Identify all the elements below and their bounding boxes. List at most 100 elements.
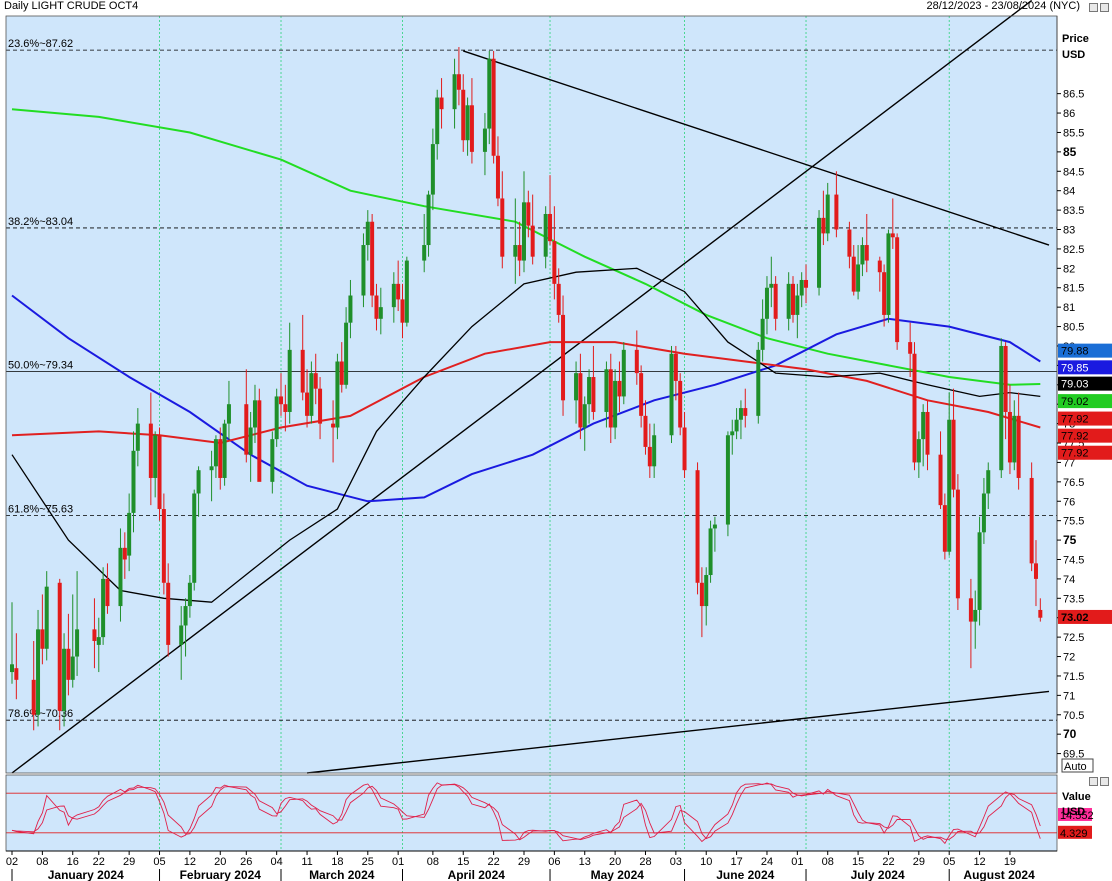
candle-body <box>552 241 557 284</box>
moving-average-line <box>11 341 1041 445</box>
price-tick-label: 75.5 <box>1063 516 1084 528</box>
date-tick-label: 08 <box>427 856 439 868</box>
price-badge <box>1058 376 1112 391</box>
candle-body <box>708 528 713 576</box>
price-tick-label: 83.5 <box>1063 205 1084 217</box>
candle-body <box>1033 563 1038 579</box>
date-tick-label: 26 <box>240 856 252 868</box>
candle-body <box>313 373 318 389</box>
date-tick-label: 12 <box>184 856 196 868</box>
candle-body <box>31 679 36 715</box>
candle-body <box>66 648 71 680</box>
price-tick-label: 72.5 <box>1063 632 1084 644</box>
candle-body <box>916 439 921 463</box>
date-tick-label: 04 <box>271 856 283 868</box>
candle-body <box>196 470 201 494</box>
candle-body <box>617 380 622 397</box>
candle-body <box>374 295 379 319</box>
candle-body <box>118 547 123 607</box>
candle-body <box>834 194 839 230</box>
candle-body <box>942 505 947 552</box>
date-tick-label: 13 <box>579 856 591 868</box>
candle-body <box>135 423 140 451</box>
candle-body <box>860 245 865 265</box>
candle-body <box>652 435 657 467</box>
candle-body <box>96 637 101 645</box>
candle-body <box>817 217 822 288</box>
date-tick-label: 17 <box>730 856 742 868</box>
candle-body <box>582 404 587 428</box>
candle-body <box>639 373 644 416</box>
candle-body <box>287 349 292 412</box>
candle-body <box>925 411 930 455</box>
date-tick-label: 20 <box>609 856 621 868</box>
candle-body <box>734 419 739 432</box>
candle-body <box>222 423 227 478</box>
date-tick-label: 10 <box>700 856 712 868</box>
candle-body <box>804 279 809 288</box>
candle-body <box>70 656 75 680</box>
candle-body <box>1007 411 1012 463</box>
price-pane-border <box>5 15 1058 774</box>
fib-level-label: 38.2%~83.04 <box>8 216 73 228</box>
oscillator-pane <box>6 775 1057 851</box>
price-badge-text: 79.88 <box>1061 346 1089 358</box>
candle-body <box>951 419 956 490</box>
candle-body <box>521 202 526 261</box>
candle-body <box>461 89 466 141</box>
candle-body <box>487 58 492 129</box>
candle-body <box>548 213 553 242</box>
candle-body <box>669 353 674 436</box>
candle-body <box>456 74 461 90</box>
candle-body <box>192 493 197 583</box>
candle-body <box>864 245 869 261</box>
close-icon[interactable] <box>1100 777 1109 786</box>
candle-body <box>886 233 891 315</box>
candle-body <box>1016 415 1021 478</box>
candle-body <box>101 578 106 638</box>
candle-body <box>62 648 67 711</box>
candle-body <box>574 373 579 401</box>
candle-body <box>851 256 856 292</box>
candle-body <box>157 435 162 510</box>
candle-body <box>643 415 648 447</box>
price-tick-label: 74 <box>1063 574 1075 586</box>
candle-body <box>999 345 1004 471</box>
candle-body <box>591 377 596 412</box>
price-tick-label: 80.5 <box>1063 322 1084 334</box>
candle-body <box>179 625 184 645</box>
candle-body <box>331 423 336 428</box>
candle-body <box>309 373 314 416</box>
candle-body <box>213 439 218 467</box>
close-icon[interactable] <box>1100 3 1109 12</box>
oscillator-value-text: 14.552 <box>1060 810 1094 822</box>
month-label: July 2024 <box>851 868 905 881</box>
auto-scale-button[interactable] <box>1061 758 1094 773</box>
price-tick-label: 82 <box>1063 263 1075 275</box>
candle-body <box>218 439 223 478</box>
candle-body <box>743 408 748 416</box>
price-badge <box>1058 394 1112 409</box>
oscillator-value-text: 4.329 <box>1060 828 1088 840</box>
candle-body <box>799 279 804 296</box>
candle-body <box>378 307 383 319</box>
price-tick-label: 84 <box>1063 186 1075 198</box>
candle-body <box>856 264 861 292</box>
candle-body <box>122 547 127 560</box>
price-badge-text: 79.03 <box>1061 379 1089 391</box>
date-tick-label: 19 <box>1004 856 1016 868</box>
candle-body <box>977 532 982 610</box>
maximize-icon[interactable] <box>1089 777 1098 786</box>
candle-body <box>370 221 375 296</box>
candle-body <box>613 380 618 428</box>
maximize-icon[interactable] <box>1089 3 1098 12</box>
candle-body <box>209 466 214 471</box>
date-tick-label: 29 <box>913 856 925 868</box>
price-tick-label: 70 <box>1063 727 1077 741</box>
candle-body <box>912 353 917 463</box>
candle-body <box>578 373 583 428</box>
date-tick-label: 02 <box>6 856 18 868</box>
price-badge <box>1058 411 1112 426</box>
candle-body <box>673 353 678 381</box>
